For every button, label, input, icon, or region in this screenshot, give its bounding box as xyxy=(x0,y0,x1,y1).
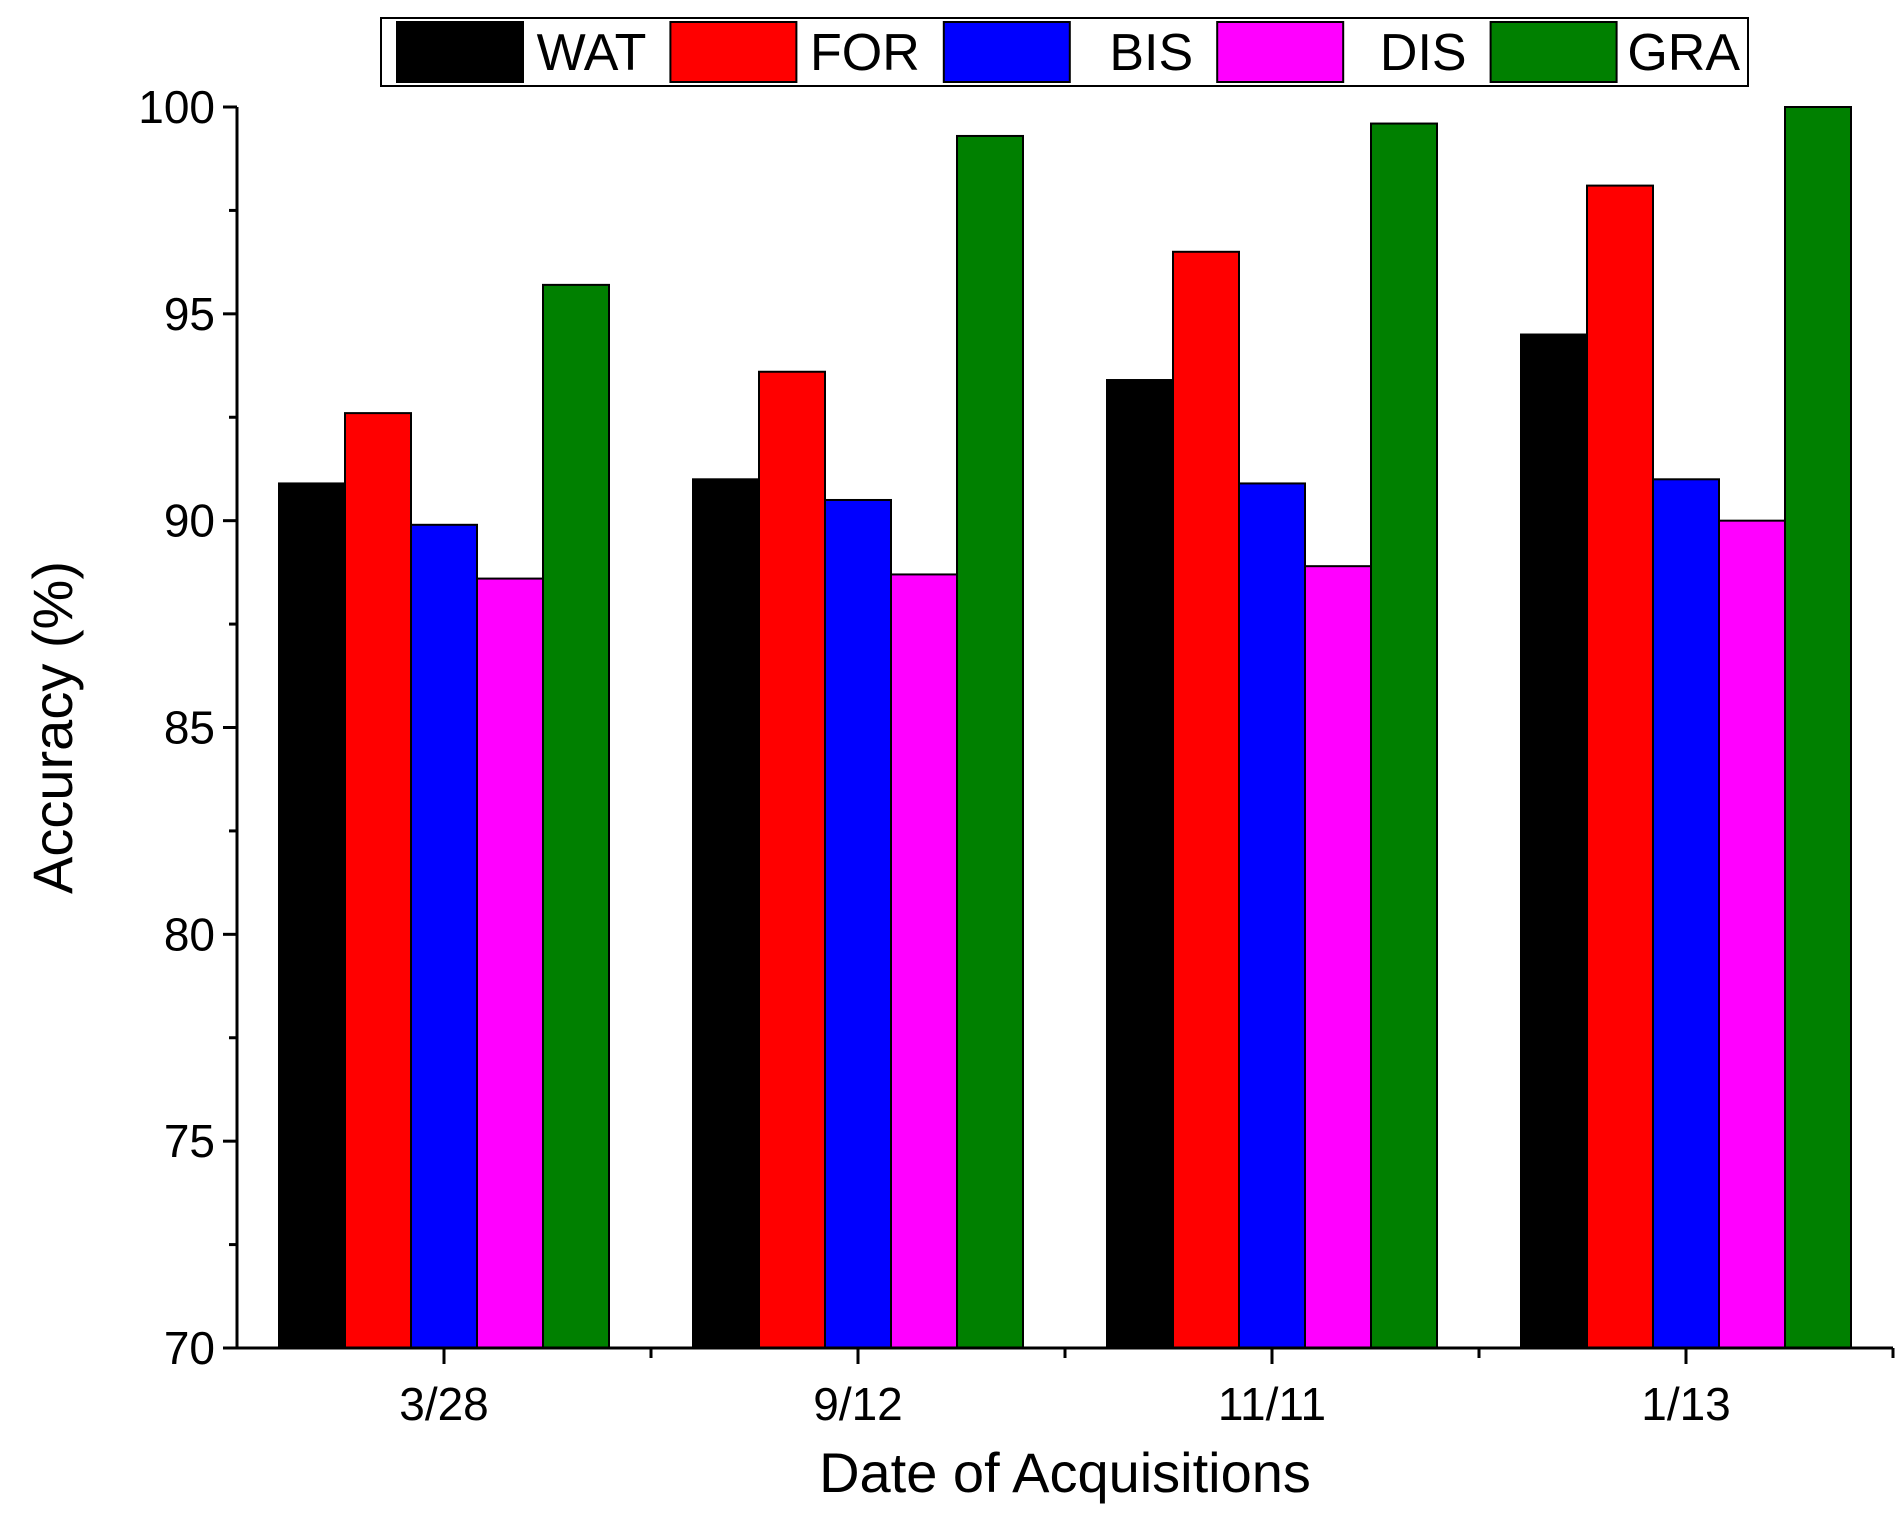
bar-dis-9-12 xyxy=(890,573,958,1349)
bar-for-11-11 xyxy=(1172,250,1240,1350)
y-tick-label: 70 xyxy=(164,1322,215,1374)
bar-wat-1-13 xyxy=(1520,333,1588,1349)
bar-for-1-13 xyxy=(1586,184,1654,1349)
bar-gra-9-12 xyxy=(956,134,1024,1349)
x-tick-label: 3/28 xyxy=(399,1378,489,1430)
bar-bis-1-13 xyxy=(1652,478,1720,1349)
bar-for-3-28 xyxy=(344,412,412,1349)
bar-wat-9-12 xyxy=(692,478,760,1349)
bar-wat-11-11 xyxy=(1106,379,1174,1349)
legend-label-gra: GRA xyxy=(1627,24,1740,82)
bar-gra-3-28 xyxy=(542,283,610,1349)
legend-label-dis: DIS xyxy=(1380,24,1467,82)
legend-label-bis: BIS xyxy=(1109,24,1193,82)
bar-dis-3-28 xyxy=(476,577,544,1349)
bar-gra-11-11 xyxy=(1370,122,1438,1350)
legend-swatch-dis xyxy=(1216,21,1345,83)
y-axis-title: Accuracy (%) xyxy=(21,561,84,894)
y-tick-label: 85 xyxy=(164,702,215,754)
bar-bis-9-12 xyxy=(824,498,892,1349)
x-tick-label: 1/13 xyxy=(1641,1378,1731,1430)
y-tick-label: 100 xyxy=(138,81,215,133)
bar-gra-1-13 xyxy=(1784,106,1852,1349)
bar-bis-3-28 xyxy=(410,523,478,1349)
bar-dis-1-13 xyxy=(1718,519,1786,1349)
y-tick-label: 95 xyxy=(164,288,215,340)
legend-swatch-gra xyxy=(1489,21,1618,83)
bar-dis-11-11 xyxy=(1304,565,1372,1349)
legend-label-for: FOR xyxy=(810,24,920,82)
bars xyxy=(278,106,1852,1350)
legend-swatch-wat xyxy=(396,21,524,83)
y-tick-label: 90 xyxy=(164,495,215,547)
legend-label-wat: WAT xyxy=(537,24,647,82)
x-axis-title: Date of Acquisitions xyxy=(819,1441,1311,1504)
y-tick-label: 80 xyxy=(164,908,215,960)
bar-bis-11-11 xyxy=(1238,482,1306,1350)
x-ticks: 3/28 9/12 11/11 1/13 xyxy=(399,1348,1895,1430)
legend-swatch-bis xyxy=(942,21,1071,83)
x-tick-label: 9/12 xyxy=(813,1378,903,1430)
legend: WAT FOR BIS DIS GRA xyxy=(380,17,1749,87)
y-tick-label: 75 xyxy=(164,1115,215,1167)
x-tick-label: 11/11 xyxy=(1218,1378,1326,1430)
bar-for-9-12 xyxy=(758,370,826,1350)
bar-wat-3-28 xyxy=(278,482,346,1350)
y-ticks: 70 75 80 85 90 95 100 xyxy=(138,81,237,1374)
legend-swatch-for xyxy=(669,21,798,83)
